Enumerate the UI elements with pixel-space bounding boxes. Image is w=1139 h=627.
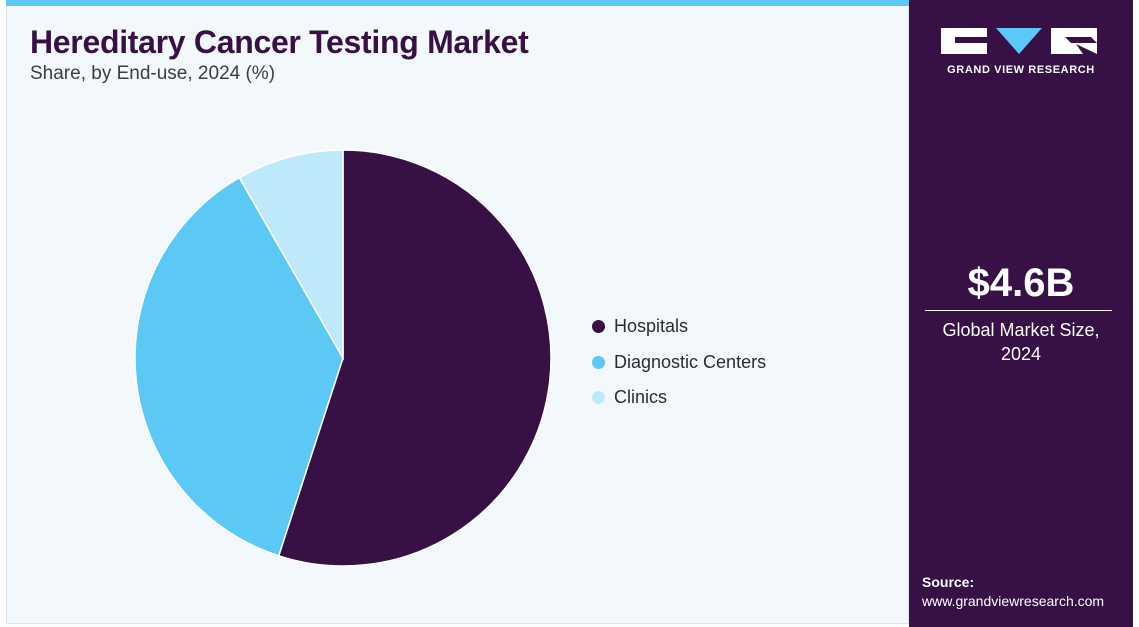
market-size-value: $4.6B — [967, 261, 1075, 305]
legend-label-clinics: Clinics — [614, 387, 668, 408]
legend-label-hospitals: Hospitals — [614, 316, 689, 337]
chart-title: Hereditary Cancer Testing Market — [30, 24, 529, 60]
chart-subtitle: Share, by End-use, 2024 (%) — [30, 63, 276, 84]
pie-chart — [134, 149, 552, 567]
logo-text: GRAND VIEW RESEARCH — [947, 64, 1095, 76]
pie-slice-diagnostic-centers — [134, 176, 344, 557]
gvr-logo — [941, 28, 1097, 54]
info-sidebar: GRAND VIEW RESEARCH $4.6B Global Market … — [909, 0, 1133, 627]
legend-swatch-diagnostic-centers — [592, 355, 605, 369]
accent-top-bar — [6, 0, 909, 6]
market-size-label-line2: 2024 — [1000, 344, 1042, 364]
legend-swatch-clinics — [592, 391, 605, 405]
legend-item-clinics: Clinics — [592, 380, 766, 416]
market-size-label: Global Market Size, 2024 — [909, 318, 1133, 366]
legend-label-diagnostic-centers: Diagnostic Centers — [614, 351, 767, 372]
legend-item-hospitals: Hospitals — [592, 309, 766, 345]
chart-legend: Hospitals Diagnostic Centers Clinics — [592, 309, 766, 416]
pie-slice-clinics — [238, 149, 344, 361]
source-title: Source: — [922, 574, 975, 590]
legend-swatch-hospitals — [592, 320, 605, 334]
divider — [925, 310, 1112, 311]
pie-slice-hospitals — [277, 149, 552, 567]
source-url[interactable]: www.grandviewresearch.com — [922, 593, 1105, 609]
legend-item-diagnostic-centers: Diagnostic Centers — [592, 345, 766, 381]
market-size-label-line1: Global Market Size, — [942, 320, 1100, 340]
